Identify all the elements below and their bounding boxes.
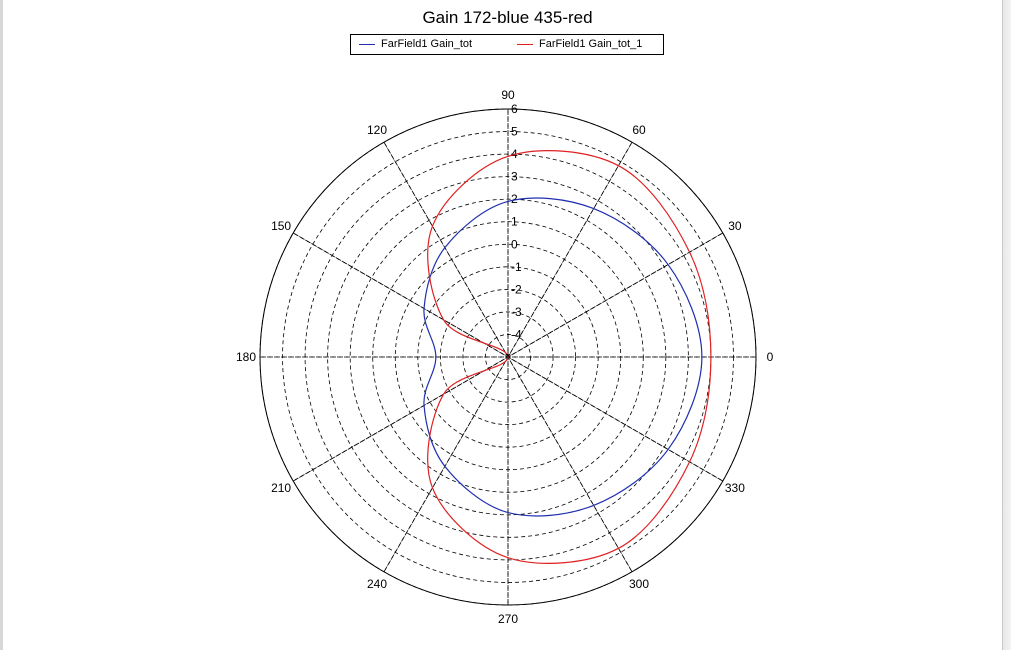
angular-tick-label: 150 bbox=[271, 219, 291, 233]
angular-tick-label: 120 bbox=[367, 123, 387, 137]
angular-tick-label: 270 bbox=[498, 612, 518, 626]
angular-tick-label: 300 bbox=[629, 577, 649, 591]
legend-label-series-2: FarField1 Gain_tot_1 bbox=[539, 38, 643, 50]
radial-tick-label: 6 bbox=[511, 102, 518, 116]
radial-tick-label: -4 bbox=[511, 327, 522, 341]
radial-grid-circle bbox=[462, 311, 554, 403]
window-left-border bbox=[0, 0, 3, 650]
window-right-border bbox=[1002, 0, 1011, 650]
legend-label-series-1: FarField1 Gain_tot bbox=[381, 38, 473, 50]
angular-tick-label: 60 bbox=[632, 123, 646, 137]
center-marker: * bbox=[505, 349, 511, 365]
angular-tick-label: 90 bbox=[501, 88, 515, 102]
angular-tick-label: 330 bbox=[725, 481, 745, 495]
legend-swatch-series-2 bbox=[517, 44, 533, 45]
radial-grid-circle bbox=[349, 198, 667, 516]
chart-legend: FarField1 Gain_tot FarField1 Gain_tot_1 bbox=[350, 34, 664, 55]
radial-tick-label: 5 bbox=[511, 125, 518, 139]
series-line-1 bbox=[423, 197, 703, 517]
radial-tick-label: -2 bbox=[511, 282, 522, 296]
legend-swatch-series-1 bbox=[359, 44, 375, 45]
angular-tick-label: 30 bbox=[728, 219, 742, 233]
radial-tick-label: 1 bbox=[511, 215, 518, 229]
angular-tick-label: 240 bbox=[367, 577, 387, 591]
radial-tick-label: 0 bbox=[511, 237, 518, 251]
radial-tick-label: -1 bbox=[511, 260, 522, 274]
chart-title: Gain 172-blue 435-red bbox=[422, 8, 593, 27]
angular-tick-label: 210 bbox=[271, 481, 291, 495]
radial-tick-label: -3 bbox=[511, 305, 522, 319]
radial-tick-label: 2 bbox=[511, 192, 518, 206]
angular-tick-label: 0 bbox=[767, 350, 774, 364]
radial-tick-label: 3 bbox=[511, 170, 518, 184]
angular-tick-label: 180 bbox=[236, 350, 256, 364]
series-line-2 bbox=[427, 150, 712, 564]
